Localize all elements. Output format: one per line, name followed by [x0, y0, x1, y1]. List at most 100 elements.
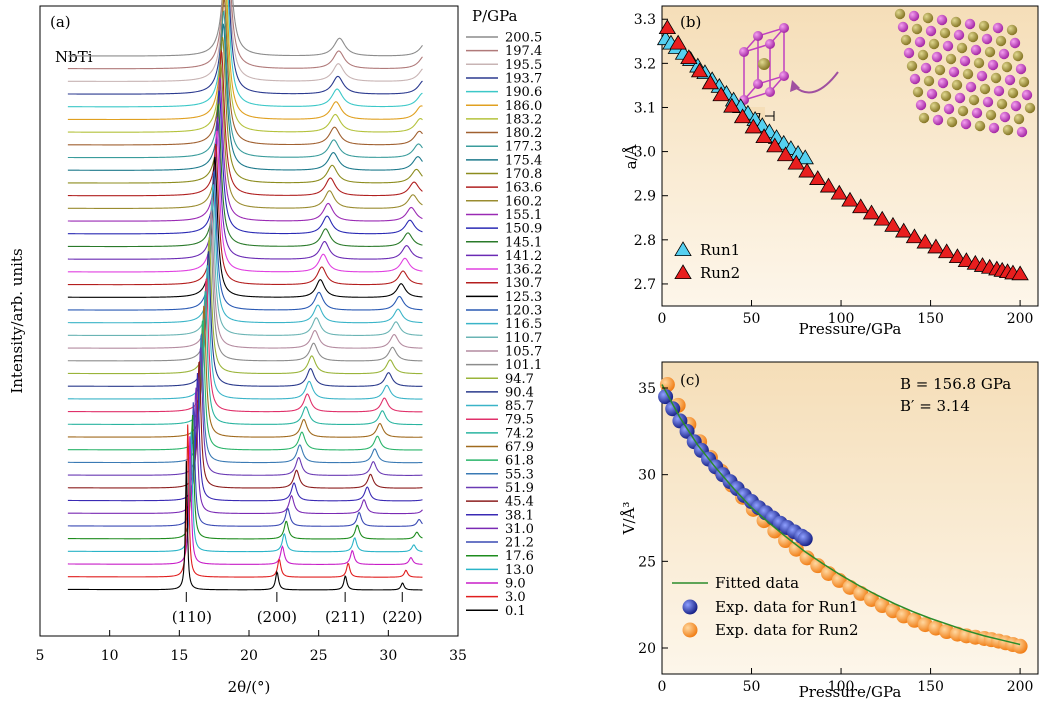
sample-label: NbTi: [55, 48, 93, 66]
legend-entry: 116.5: [505, 317, 542, 332]
atom: [957, 105, 969, 117]
atom: [960, 118, 972, 130]
legend-entry: 193.7: [505, 71, 542, 86]
legend-entry: 163.6: [505, 181, 542, 196]
legend-entry: 21.2: [505, 536, 534, 551]
run2-point: [841, 191, 859, 207]
xrd-curve: [67, 48, 423, 197]
xrd-curve: [67, 347, 423, 476]
atom: [968, 94, 980, 106]
panel-c-xlabel: Pressure/GPa: [799, 683, 902, 701]
peak-label: (211): [325, 608, 365, 626]
atom: [950, 16, 962, 28]
x-tick-label: 200: [1007, 679, 1034, 695]
atom: [945, 53, 957, 65]
run2-point: [733, 108, 752, 124]
xrd-curve: [67, 0, 423, 108]
atom: [996, 98, 1008, 110]
x-tick-label: 10: [101, 648, 119, 664]
x-tick-label: 20: [240, 648, 258, 664]
peak-label: (200): [257, 608, 297, 626]
atom: [1021, 89, 1033, 101]
legend-entry: 125.3: [505, 290, 542, 305]
atom: [911, 23, 923, 35]
atom: [1007, 87, 1019, 99]
xrd-patterns: [67, 0, 423, 591]
atom: [1013, 113, 1025, 125]
panel-c-ylabel: V/Å³: [620, 502, 638, 536]
run1-point: [658, 389, 674, 405]
atom: [925, 25, 937, 37]
xrd-curve: [67, 0, 423, 95]
atom: [953, 29, 965, 41]
run2-point: [916, 233, 934, 249]
run2-point: [895, 222, 913, 238]
xrd-curve: [67, 460, 423, 591]
run2-point: [937, 243, 956, 259]
atom: [917, 49, 929, 61]
x-tick-label: 100: [828, 679, 855, 695]
atom: [929, 101, 941, 113]
run2-point: [755, 128, 773, 144]
atom: [936, 14, 948, 26]
xrd-curve: [67, 0, 423, 82]
legend-entry: 105.7: [505, 344, 542, 359]
xrd-curve: [67, 0, 423, 146]
run2-point: [948, 248, 967, 264]
legend-marker: [674, 241, 692, 256]
unit-cell: [739, 23, 789, 105]
atom: [993, 85, 1005, 97]
xrd-curve: [67, 402, 423, 527]
xrd-curve: [67, 77, 423, 222]
atom: [978, 20, 990, 32]
atom: [951, 79, 963, 91]
atom: [918, 112, 930, 124]
atom: [908, 10, 920, 22]
run2-point: [669, 34, 687, 50]
legend-entry: 141.2: [505, 249, 542, 264]
atom: [990, 72, 1002, 84]
legend-entry: Run2: [700, 264, 740, 282]
fit-line: [661, 384, 1021, 646]
legend-entry: 51.9: [505, 481, 534, 496]
atom: [1001, 61, 1013, 73]
legend-entry: 175.4: [505, 153, 542, 168]
atom: [998, 48, 1010, 60]
legend-entry: Exp. data for Run1: [715, 598, 859, 616]
atom: [954, 92, 966, 104]
atom: [906, 60, 918, 72]
legend-entry: 110.7: [505, 331, 542, 346]
run2-point: [788, 541, 804, 557]
legend-entry: 150.9: [505, 222, 542, 237]
atom: [974, 120, 986, 132]
legend-entry: 79.5: [505, 413, 534, 428]
atom: [923, 75, 935, 87]
xrd-curve: [67, 265, 423, 400]
run2-point: [819, 177, 838, 193]
run2-point: [680, 49, 698, 65]
atom: [987, 59, 999, 71]
xrd-curve: [67, 237, 423, 375]
xrd-curve: [67, 415, 423, 540]
atom: [971, 107, 983, 119]
atom: [995, 35, 1007, 47]
run2-point: [723, 97, 741, 113]
xrd-curve: [67, 278, 423, 413]
xrd-curve: [67, 36, 423, 184]
y-tick-label: 3.0: [634, 145, 656, 161]
bulk-modulus: B = 156.8 GPa: [900, 375, 1011, 393]
legend-entry: 160.2: [505, 194, 542, 209]
atom: [940, 90, 952, 102]
atom: [1002, 124, 1014, 136]
xrd-curve: [67, 0, 423, 57]
legend-entry: 101.1: [505, 358, 542, 373]
legend-entry: 74.2: [505, 426, 534, 441]
run2-point: [884, 216, 902, 232]
peak-labels: (110) (200) (211) (220): [172, 592, 422, 626]
y-tick-label: 30: [638, 468, 656, 484]
xrd-curve: [67, 196, 423, 337]
legend-entry: 55.3: [505, 467, 534, 482]
run2-point: [830, 184, 848, 200]
legend-entry: 197.4: [505, 44, 542, 59]
